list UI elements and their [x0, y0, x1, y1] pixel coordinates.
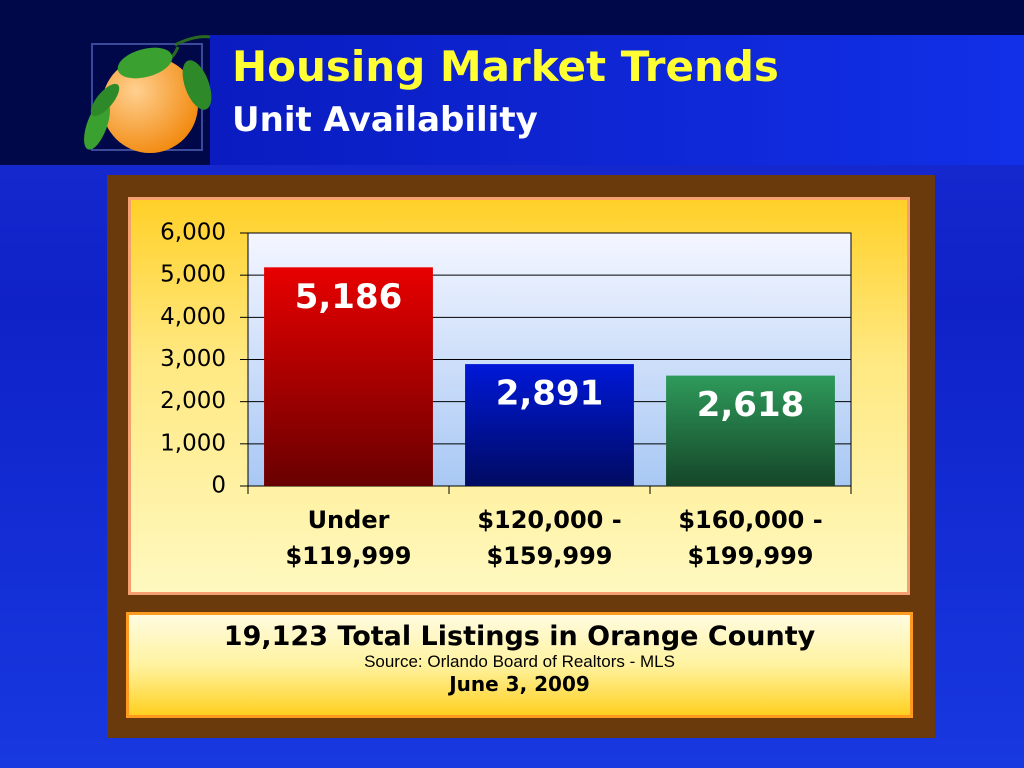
slide-title: Housing Market Trends: [232, 42, 779, 91]
y-tick-label: 2,000: [160, 388, 226, 414]
y-tick-label: 1,000: [160, 430, 226, 456]
bar-shade: [465, 364, 634, 486]
x-tick-label: $120,000 - $159,999: [477, 506, 622, 570]
header-band: [210, 35, 1024, 165]
bar-shade: [666, 375, 835, 486]
value-label: 2,891: [496, 374, 604, 414]
bar-shade: [264, 267, 433, 486]
x-tick-label: $160,000 - $199,999: [678, 506, 823, 570]
orange-logo: [84, 35, 212, 153]
y-tick-label: 0: [211, 473, 226, 499]
y-tick-label: 6,000: [160, 220, 226, 246]
value-label: 2,618: [697, 385, 805, 425]
footer-panel: 19,123 Total Listings in Orange County S…: [126, 612, 913, 718]
footer-date: June 3, 2009: [449, 672, 590, 696]
footer-total: 19,123 Total Listings in Orange County: [223, 621, 816, 652]
footer-source: Source: Orlando Board of Realtors - MLS: [364, 652, 675, 671]
x-tick-label: Under $119,999: [285, 506, 412, 570]
y-tick-label: 4,000: [160, 304, 226, 330]
y-tick-label: 5,000: [160, 262, 226, 288]
slide-subtitle: Unit Availability: [232, 100, 538, 140]
value-label: 5,186: [295, 277, 403, 317]
y-tick-label: 3,000: [160, 346, 226, 372]
